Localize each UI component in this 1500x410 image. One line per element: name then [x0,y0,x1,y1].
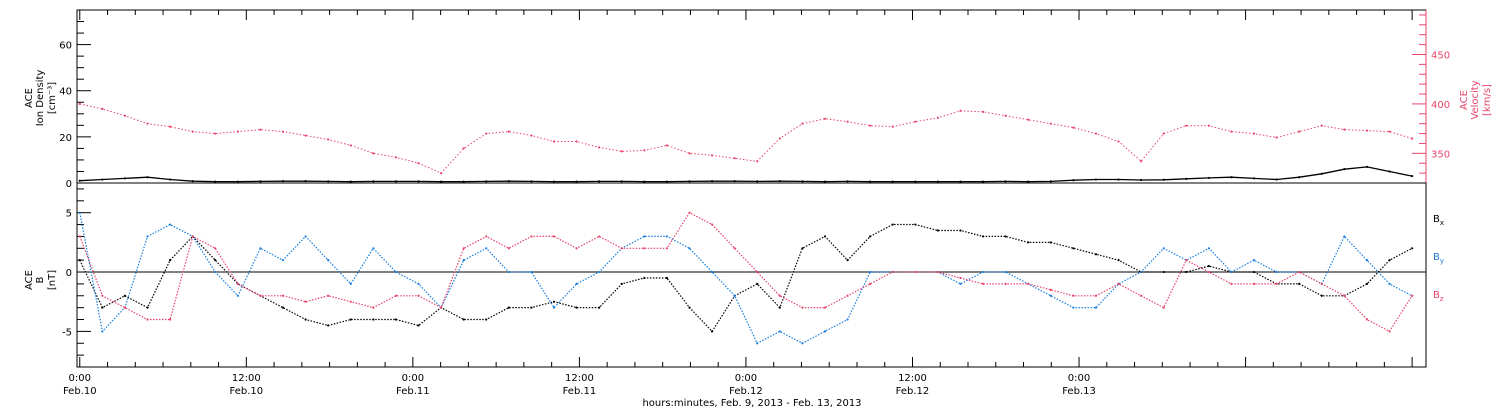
x-tick-day-label: Feb.11 [396,386,430,397]
legend-bz: Bz [1433,290,1444,303]
data-point [575,140,578,143]
x-tick-time-label: 12:00 [898,373,927,384]
time-axis: 0:00 Feb.10 12:00 Feb.10 0:00 Feb.11 12:00 Feb.… [63,10,1413,397]
x-tick-time-label: 0:00 [402,373,424,384]
data-point [169,125,172,128]
series-bz [78,211,1414,333]
data-point [462,318,465,321]
data-point [665,144,669,147]
top-left-axis: 0 20 40 60 [59,9,91,190]
data-point [1072,126,1075,129]
x-tick-time-label: 12:00 [565,373,594,384]
x-tick-time-label: 0:00 [69,373,91,384]
series-by [78,211,1414,345]
bottom-left-tick-label: 5 [66,209,72,220]
data-point [733,157,736,160]
bottom-ylabel-line1: ACE [24,270,35,290]
top-left-tick-label: 20 [59,133,72,144]
top-panel-frame [76,9,1427,184]
top-right-tick-label: 450 [1431,50,1450,61]
x-axis-label: hours:minutes, Feb. 9, 2013 - Feb. 13, 2… [642,398,861,409]
data-point [372,152,375,155]
x-tick-time-label: 0:00 [1068,373,1090,384]
magnetic-field-panel: -5 0 5 ACE B [nT] Bx By Bz [24,182,1444,368]
series-line [79,211,1413,333]
data-point [1252,132,1256,135]
top-left-tick-label: 40 [59,87,72,98]
b-legend: Bx By Bz [1433,214,1444,303]
top-ylabel-line3: [cm⁻³] [47,82,58,114]
data-point [914,120,917,123]
legend-bx: Bx [1433,214,1444,227]
top-ylabel-line2: Ion Density [35,70,46,127]
data-point [1388,130,1391,133]
x-tick-day-label: Feb.10 [230,386,264,397]
x-tick-day-label: Feb.12 [896,386,930,397]
data-point [1411,247,1414,250]
bottom-ylabel-line3: [nT] [47,270,58,290]
x-tick-time-label: 12:00 [232,373,261,384]
top-right-tick-label: 400 [1431,100,1450,111]
legend-by: By [1433,252,1444,265]
data-point [914,270,917,274]
data-point [214,132,217,135]
data-point [304,134,307,137]
bottom-ylabel-line2: B [35,276,46,283]
top-left-tick-label: 0 [66,179,72,190]
ion-density-velocity-panel: 0 20 40 60 350 400 450 ACE Ion Density [cm⁻³]… [24,9,1493,190]
data-point [1298,130,1301,133]
x-tick-day-label: Feb.13 [1062,386,1096,397]
series-ion-density [78,165,1414,183]
x-tick-time-label: 0:00 [735,373,757,384]
data-point [169,318,172,321]
top-series [78,102,1414,183]
top-y2label-line2: Velocity [1470,80,1481,119]
data-point [620,150,623,153]
x-tick-day-label: Feb.10 [63,386,97,397]
series-velocity [78,102,1414,175]
data-point [869,124,872,127]
series-line [79,166,1413,183]
top-right-axis: 350 400 450 [1412,10,1450,183]
series-line [79,103,1413,174]
series-line [79,223,1413,333]
data-point [259,128,262,131]
top-y2label-line1: ACE [1459,90,1470,110]
top-ylabel-line1: ACE [24,88,35,108]
data-point [1072,247,1075,250]
top-y2label-line3: [km/s] [1482,84,1493,116]
bottom-series [78,211,1414,345]
data-point [1185,124,1188,127]
top-left-tick-label: 60 [59,41,72,52]
bottom-left-tick-label: 0 [66,268,72,279]
x-tick-day-label: Feb.11 [563,386,597,397]
bottom-left-tick-label: -5 [62,327,72,338]
top-right-tick-label: 350 [1431,149,1450,160]
data-point [981,110,985,113]
series-line [79,212,1413,345]
data-point [1343,128,1346,131]
bottom-panel-frame [76,182,1427,368]
x-tick-day-label: Feb.12 [729,386,763,397]
bottom-left-axis: -5 0 5 [62,188,91,356]
series-bx [78,223,1414,333]
data-point [1411,294,1414,297]
data-point [1049,288,1052,291]
